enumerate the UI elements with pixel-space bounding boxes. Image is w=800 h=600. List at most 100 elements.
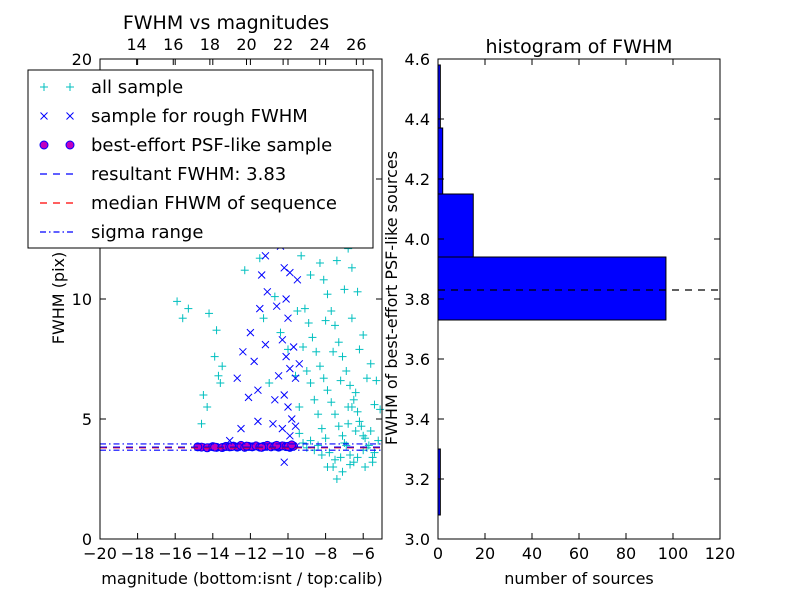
all-sample-point bbox=[203, 403, 212, 411]
all-sample-point bbox=[370, 400, 379, 409]
hist-x-tick-label: 120 bbox=[705, 544, 736, 563]
rough-sample-point bbox=[286, 364, 294, 373]
all-sample-point bbox=[197, 419, 206, 428]
histogram-chart: histogram of FWHM 0 20 40 60 80 100 120 3.0 3.2 3… bbox=[382, 36, 735, 588]
all-sample-point bbox=[297, 251, 306, 260]
hist-x-tick-label: 100 bbox=[658, 544, 689, 563]
rough-sample-point bbox=[237, 424, 245, 433]
histogram-axes-ticks: 0 20 40 60 80 100 120 3.0 3.2 3.4 3.6 3.8 4.0 4.2 4.4 4… bbox=[405, 50, 736, 563]
hist-y-tick-label: 3.6 bbox=[405, 350, 430, 369]
rough-sample-point bbox=[289, 343, 298, 351]
all-sample-point bbox=[214, 371, 223, 380]
top-x-tick-label: 18 bbox=[200, 35, 220, 54]
all-sample-point bbox=[302, 367, 311, 375]
all-sample-point bbox=[342, 367, 351, 375]
scatter-chart: FWHM vs magnitudes 14 16 18 20 22 24 26 −20 −18… bbox=[27, 12, 385, 588]
all-sample-point bbox=[321, 316, 330, 325]
legend-marker-x bbox=[40, 112, 48, 120]
legend-entry-psf-sample: best-effort PSF-like sample bbox=[39, 135, 332, 156]
legend-marker-plus bbox=[66, 83, 74, 91]
histogram-xlabel: number of sources bbox=[504, 569, 654, 588]
all-sample-point bbox=[364, 441, 373, 450]
hist-x-tick-label: 80 bbox=[616, 544, 636, 563]
x-tick-label: −20 bbox=[83, 544, 117, 563]
rough-sample-point bbox=[270, 395, 279, 404]
all-sample-point bbox=[299, 439, 308, 447]
all-sample-point bbox=[344, 419, 353, 428]
all-sample-point bbox=[315, 259, 324, 267]
all-sample-point bbox=[304, 319, 313, 327]
all-sample-point bbox=[323, 463, 332, 471]
rough-sample-point bbox=[291, 374, 300, 383]
all-sample-point bbox=[323, 386, 332, 395]
all-sample-point bbox=[314, 441, 323, 450]
x-tick-label: −6 bbox=[351, 544, 375, 563]
hist-y-tick-label: 3.0 bbox=[405, 530, 430, 549]
rough-sample-point bbox=[293, 275, 302, 284]
rough-sample-point bbox=[282, 295, 290, 303]
all-sample-point bbox=[338, 352, 347, 361]
all-sample-point bbox=[366, 359, 375, 368]
scatter-legend: all sample sample for rough FWHM best-ef… bbox=[27, 69, 374, 249]
all-sample-point bbox=[178, 314, 187, 323]
all-sample-point bbox=[338, 431, 347, 440]
all-sample-point bbox=[299, 343, 308, 351]
rough-sample-point bbox=[244, 393, 253, 402]
rough-sample-point bbox=[233, 374, 242, 383]
all-sample-point bbox=[346, 460, 355, 469]
all-sample-point bbox=[205, 309, 214, 318]
rough-sample-point bbox=[287, 415, 296, 423]
all-sample-point bbox=[338, 467, 347, 476]
all-sample-point bbox=[331, 410, 339, 419]
scatter-top-axis: 14 16 18 20 22 24 26 bbox=[126, 35, 367, 65]
all-sample-point bbox=[353, 407, 362, 416]
legend-marker-circle bbox=[65, 140, 75, 150]
hist-x-tick-label: 60 bbox=[569, 544, 589, 563]
hist-y-tick-label: 3.2 bbox=[405, 470, 430, 489]
legend-entry-rough-sample: sample for rough FWHM bbox=[40, 106, 308, 127]
all-sample-point bbox=[353, 453, 362, 462]
all-sample-point bbox=[259, 314, 268, 323]
legend-box bbox=[27, 69, 374, 249]
rough-sample-point bbox=[278, 335, 287, 344]
all-sample-point bbox=[312, 347, 321, 356]
all-sample-point bbox=[374, 436, 383, 445]
rough-sample-point bbox=[286, 431, 294, 440]
scatter-ylabel: FWHM (pix) bbox=[49, 252, 68, 345]
all-sample-point bbox=[349, 395, 358, 404]
legend-marker-circle bbox=[39, 140, 49, 150]
rough-sample-point bbox=[280, 458, 289, 467]
rough-sample-point bbox=[280, 263, 289, 272]
x-tick-label: −8 bbox=[314, 544, 338, 563]
all-sample-point bbox=[368, 458, 377, 467]
y-tick-label: 0 bbox=[82, 530, 92, 549]
legend-marker-x bbox=[66, 112, 74, 120]
psf-sample-point bbox=[242, 441, 252, 451]
all-sample-point bbox=[306, 271, 315, 279]
hist-y-tick-label: 4.2 bbox=[405, 170, 430, 189]
all-sample-point bbox=[334, 422, 343, 431]
all-sample-point bbox=[184, 304, 193, 313]
top-x-tick-label: 22 bbox=[273, 35, 293, 54]
top-x-tick-label: 16 bbox=[163, 35, 183, 54]
legend-label-all-sample: all sample bbox=[91, 77, 183, 98]
all-sample-point bbox=[210, 352, 219, 361]
all-sample-point bbox=[319, 374, 328, 383]
rough-sample-point bbox=[246, 328, 255, 337]
rough-sample-point bbox=[280, 391, 289, 399]
all-sample-point bbox=[293, 307, 302, 315]
all-sample-point bbox=[300, 304, 309, 313]
all-sample-point bbox=[331, 455, 339, 464]
histogram-ylabel: FWHM of best-effort PSF-like sources bbox=[382, 151, 401, 445]
all-sample-point bbox=[334, 338, 343, 347]
all-sample-point bbox=[355, 417, 364, 426]
legend-entry-resultant-fwhm: resultant FWHM: 3.83 bbox=[40, 164, 286, 185]
x-tick-label: −16 bbox=[158, 544, 192, 563]
all-sample-point bbox=[344, 403, 353, 411]
legend-label-median-fwhm: median FHWM of sequence bbox=[91, 193, 337, 214]
all-sample-point bbox=[325, 448, 334, 457]
scatter-axes-ticks: −20−18−16−14−12−10−8−605101520 bbox=[72, 50, 382, 563]
rough-sample-point bbox=[254, 417, 262, 426]
rough-sample-point bbox=[291, 422, 300, 431]
